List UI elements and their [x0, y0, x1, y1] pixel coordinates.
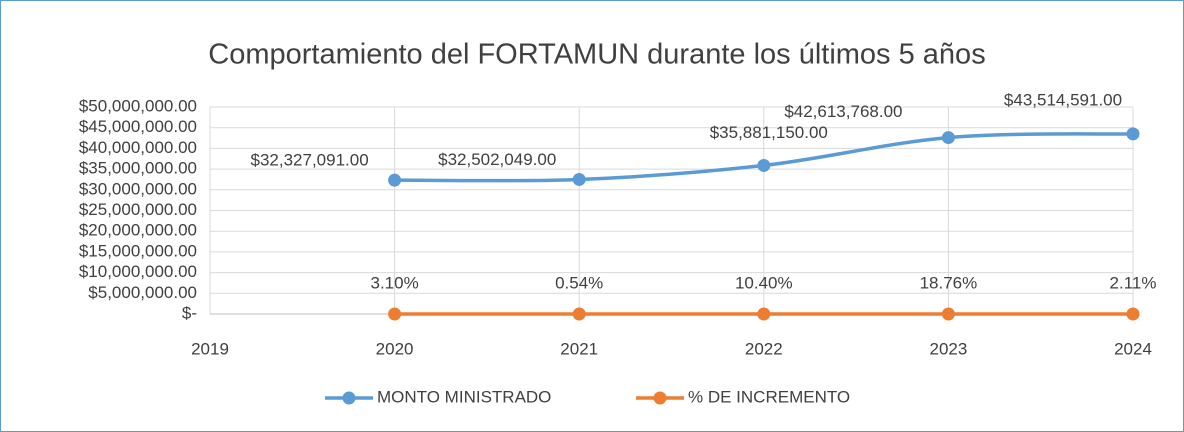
- point-marker: [757, 307, 771, 321]
- y-tick-label: $15,000,000.00: [79, 241, 197, 260]
- y-tick-label: $-: [182, 303, 197, 322]
- x-tick-label: 2021: [560, 339, 598, 358]
- data-label: 3.10%: [370, 273, 418, 292]
- y-tick-label: $35,000,000.00: [79, 159, 197, 178]
- y-tick-label: $25,000,000.00: [79, 200, 197, 219]
- point-marker: [388, 307, 402, 321]
- legend-marker: [653, 391, 667, 405]
- x-tick-label: 2022: [745, 339, 783, 358]
- data-label: $35,881,150.00: [710, 123, 828, 142]
- point-marker: [941, 131, 955, 145]
- data-label: $43,514,591.00: [1004, 90, 1122, 109]
- data-label: 2.11%: [1110, 273, 1157, 292]
- y-tick-label: $20,000,000.00: [79, 221, 197, 240]
- point-marker: [1126, 307, 1140, 321]
- y-tick-label: $40,000,000.00: [79, 138, 197, 157]
- point-marker: [757, 158, 771, 172]
- x-tick-label: 2023: [929, 339, 967, 358]
- y-tick-label: $10,000,000.00: [79, 262, 197, 281]
- chart-title: Comportamiento del FORTAMUN durante los …: [208, 39, 985, 71]
- point-marker: [941, 307, 955, 321]
- data-label: 0.54%: [555, 273, 603, 292]
- data-label: $42,613,768.00: [784, 102, 902, 121]
- x-tick-label: 2020: [376, 339, 414, 358]
- marks: [388, 127, 1140, 321]
- point-marker: [1126, 127, 1140, 141]
- x-tick-label: 2019: [191, 339, 229, 358]
- legend-label: % DE INCREMENTO: [688, 387, 850, 406]
- point-marker: [572, 307, 586, 321]
- y-tick-label: $45,000,000.00: [79, 117, 197, 136]
- y-tick-label: $30,000,000.00: [79, 179, 197, 198]
- data-label: 10.40%: [735, 273, 793, 292]
- x-tick-label: 2024: [1114, 339, 1152, 358]
- point-marker: [388, 173, 402, 187]
- legend-label: MONTO MINISTRADO: [377, 387, 551, 406]
- data-label: $32,327,091.00: [251, 151, 369, 170]
- point-marker: [572, 172, 586, 186]
- y-tick-label: $50,000,000.00: [79, 96, 197, 115]
- data-label: 18.76%: [920, 273, 978, 292]
- legend-marker: [342, 391, 356, 405]
- y-tick-label: $5,000,000.00: [88, 283, 197, 302]
- data-label: $32,502,049.00: [438, 150, 556, 169]
